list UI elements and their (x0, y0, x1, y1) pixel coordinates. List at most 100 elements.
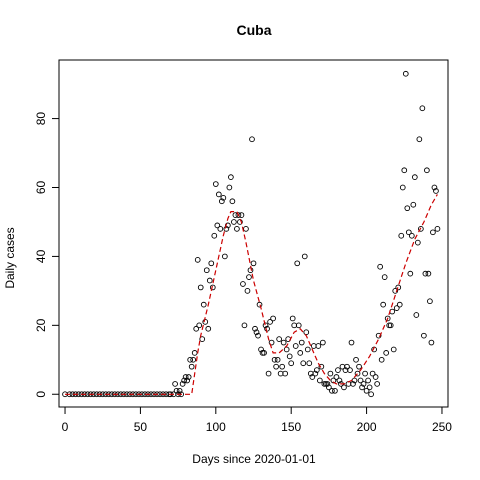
x-tick-label: 50 (134, 420, 148, 434)
data-point (407, 270, 414, 277)
data-point (344, 363, 350, 370)
trend-layer (65, 194, 438, 395)
data-point (274, 356, 281, 363)
data-point (383, 350, 390, 356)
data-point (190, 356, 197, 363)
data-point (184, 377, 191, 384)
y-tick-label: 0 (34, 391, 48, 398)
data-point (416, 136, 423, 143)
data-point (262, 322, 269, 329)
data-point (231, 219, 237, 225)
data-point (252, 325, 258, 332)
data-point (427, 298, 433, 305)
data-point (220, 194, 227, 201)
data-point (410, 201, 417, 208)
data-point (212, 181, 219, 187)
data-point (431, 184, 438, 191)
data-point (399, 184, 406, 191)
data-point (306, 360, 313, 367)
data-point (240, 281, 246, 287)
data-point (253, 329, 260, 336)
data-point (333, 374, 340, 380)
data-point (357, 377, 364, 384)
data-point (359, 384, 365, 391)
data-point (433, 188, 439, 194)
data-point (241, 322, 248, 329)
data-point (294, 260, 301, 267)
data-point (372, 374, 379, 380)
data-point (187, 356, 194, 363)
data-point (392, 288, 399, 294)
data-point (424, 167, 430, 174)
data-point (377, 263, 384, 270)
data-point (380, 301, 387, 308)
data-point (418, 225, 424, 232)
data-point (362, 370, 368, 377)
data-point (286, 353, 293, 360)
data-point (396, 301, 403, 308)
data-point (404, 205, 411, 212)
data-point (368, 391, 374, 398)
data-point (303, 329, 310, 336)
data-point (200, 301, 207, 308)
x-tick-label: 200 (357, 420, 377, 434)
data-point (356, 363, 362, 370)
data-point (228, 174, 234, 181)
data-point (315, 343, 322, 349)
data-point (279, 363, 285, 370)
data-point (312, 370, 319, 377)
data-point (173, 387, 180, 394)
data-point (428, 339, 435, 346)
data-point (384, 315, 391, 322)
data-point (255, 332, 261, 339)
data-point (295, 322, 302, 329)
data-point (381, 274, 388, 280)
data-point (320, 339, 326, 346)
y-axis-label: Daily cases (3, 227, 17, 288)
data-point (208, 260, 215, 267)
x-tick-label: 250 (432, 420, 452, 434)
data-point (414, 239, 421, 246)
data-point (193, 325, 200, 332)
data-point (336, 377, 343, 384)
data-point (398, 232, 405, 239)
data-point (226, 184, 233, 191)
data-point (297, 350, 304, 356)
data-point (363, 387, 370, 394)
data-point (181, 377, 187, 384)
x-tick-label: 100 (206, 420, 226, 434)
plot-frame (58, 59, 449, 408)
x-tick-label: 150 (281, 420, 301, 434)
data-point (348, 339, 355, 346)
data-point (332, 387, 338, 394)
data-point (265, 370, 272, 377)
data-point (316, 377, 323, 384)
data-point (411, 174, 418, 181)
data-point (375, 332, 382, 339)
data-point (276, 336, 282, 342)
data-point (215, 191, 222, 198)
data-point (206, 277, 213, 284)
y-tick-label: 40 (34, 249, 48, 263)
data-point (182, 374, 189, 380)
data-point (326, 384, 332, 391)
data-point (366, 384, 373, 391)
data-point (350, 381, 356, 387)
data-point (304, 346, 311, 353)
data-point (395, 284, 402, 291)
x-axis-label: Days since 2020-01-01 (192, 452, 316, 466)
data-point (374, 381, 380, 387)
data-point (249, 136, 255, 143)
data-point (267, 319, 273, 325)
data-point (335, 367, 341, 373)
data-point (347, 367, 353, 373)
data-point (353, 356, 359, 363)
data-point (268, 339, 275, 346)
data-point (214, 222, 221, 229)
data-point (196, 322, 203, 329)
data-point (341, 384, 347, 391)
data-point (421, 332, 427, 339)
points-layer (62, 70, 441, 398)
